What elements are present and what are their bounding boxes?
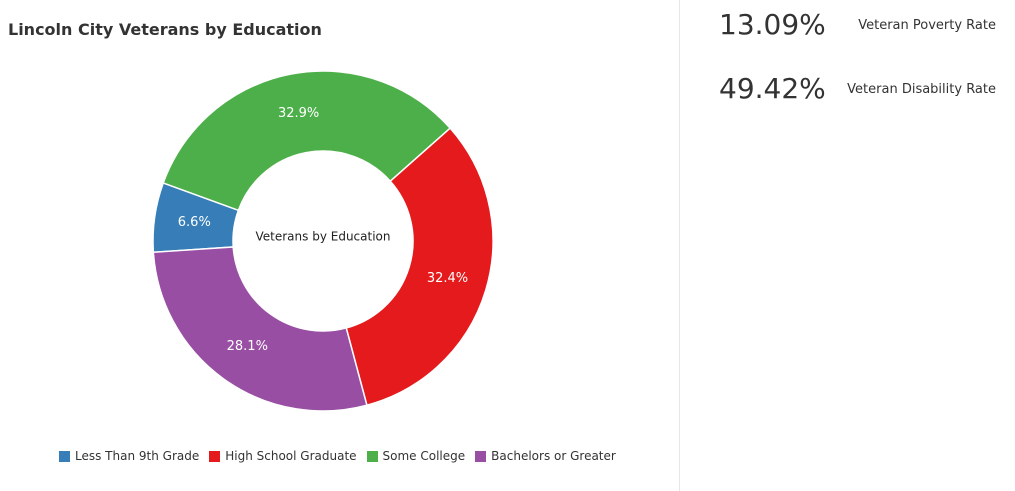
stat-value: 49.42% [719, 72, 826, 105]
chart-panel: Lincoln City Veterans by Education 6.6% 3… [8, 20, 626, 463]
legend-label: Some College [382, 449, 466, 463]
donut-chart: 6.6% 32.9% 32.4% 28.1% Veterans by Educatio… [152, 70, 494, 412]
legend-label: High School Graduate [225, 449, 357, 463]
stat-poverty-rate: 13.09% Veteran Poverty Rate [680, 8, 1015, 48]
slices-group [152, 70, 494, 412]
stat-label: Veteran Disability Rate [847, 82, 996, 97]
legend-swatch-high-school [209, 450, 221, 462]
stat-disability-rate: 49.42% Veteran Disability Rate [680, 72, 1015, 112]
legend-swatch-some-college [366, 450, 378, 462]
legend-item-high-school[interactable]: High School Graduate [209, 449, 357, 463]
stat-value: 13.09% [719, 8, 826, 41]
chart-legend: Less Than 9th Grade High School Graduate… [59, 449, 626, 463]
stat-label: Veteran Poverty Rate [858, 18, 996, 33]
slice-label-bachelors: 28.1% [227, 339, 268, 354]
slice-label-high-school: 32.4% [427, 271, 468, 286]
donut-center-label: Veterans by Education [256, 230, 391, 244]
slice-high-school[interactable] [345, 127, 494, 407]
chart-title: Lincoln City Veterans by Education [8, 20, 322, 39]
slice-some-college[interactable] [162, 70, 452, 212]
slice-label-some-college: 32.9% [278, 106, 319, 121]
stats-panel: 13.09% Veteran Poverty Rate 49.42% Veter… [680, 0, 1015, 491]
legend-label: Bachelors or Greater [491, 449, 616, 463]
slice-label-less-than-9th: 6.6% [178, 215, 211, 230]
legend-label: Less Than 9th Grade [75, 449, 200, 463]
slice-bachelors[interactable] [152, 246, 368, 412]
legend-item-less-than-9th[interactable]: Less Than 9th Grade [59, 449, 199, 463]
legend-item-bachelors[interactable]: Bachelors or Greater [475, 449, 616, 463]
panel-divider [679, 0, 680, 491]
legend-item-some-college[interactable]: Some College [366, 449, 466, 463]
legend-swatch-bachelors [475, 450, 487, 462]
legend-swatch-less-than-9th [59, 450, 70, 462]
slice-labels-group: 6.6% 32.9% 32.4% 28.1% [178, 106, 468, 354]
